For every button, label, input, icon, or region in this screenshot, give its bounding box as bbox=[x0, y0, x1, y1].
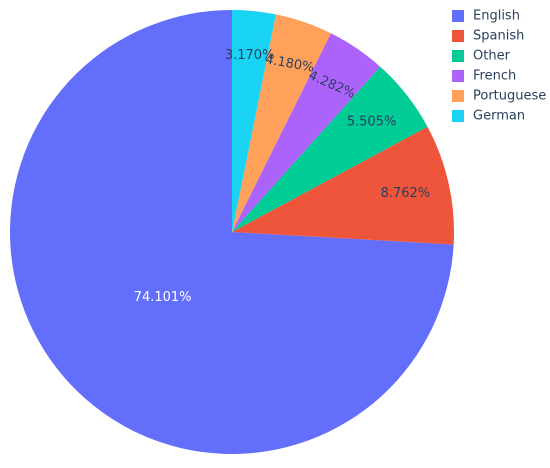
pie-slice-english[interactable] bbox=[10, 10, 454, 454]
legend-item-other[interactable]: Other bbox=[452, 49, 511, 64]
legend-label-other: Other bbox=[473, 49, 511, 64]
slice-label-english: 74.101% bbox=[134, 290, 192, 305]
legend-swatch-portuguese bbox=[452, 90, 464, 102]
legend-label-spanish: Spanish bbox=[473, 29, 524, 44]
legend-label-portuguese: Portuguese bbox=[473, 89, 546, 104]
legend-item-french[interactable]: French bbox=[452, 69, 516, 84]
legend-item-german[interactable]: German bbox=[452, 109, 525, 124]
pie-slice-portuguese[interactable] bbox=[232, 14, 331, 233]
legend-item-spanish[interactable]: Spanish bbox=[452, 29, 524, 44]
slice-label-spanish: 8.762% bbox=[381, 186, 431, 201]
legend-label-german: German bbox=[473, 109, 525, 124]
legend-swatch-english bbox=[452, 10, 464, 22]
pie-slices bbox=[10, 10, 454, 454]
legend-label-french: French bbox=[473, 69, 516, 84]
legend-swatch-other bbox=[452, 50, 464, 62]
legend[interactable]: English Spanish Other French Portuguese Germa… bbox=[452, 9, 546, 124]
pie-slice-spanish[interactable] bbox=[232, 126, 454, 245]
legend-swatch-french bbox=[452, 70, 464, 82]
legend-swatch-spanish bbox=[452, 30, 464, 42]
pie-slice-other[interactable] bbox=[232, 66, 428, 233]
legend-item-english[interactable]: English bbox=[452, 9, 520, 24]
pie-slice-french[interactable] bbox=[232, 33, 381, 233]
legend-swatch-german bbox=[452, 110, 464, 122]
slice-label-other: 5.505% bbox=[347, 115, 397, 130]
pie-slice-german[interactable] bbox=[232, 10, 276, 232]
legend-item-portuguese[interactable]: Portuguese bbox=[452, 89, 546, 104]
legend-label-english: English bbox=[473, 9, 520, 24]
slice-label-german: 3.170% bbox=[225, 48, 275, 63]
